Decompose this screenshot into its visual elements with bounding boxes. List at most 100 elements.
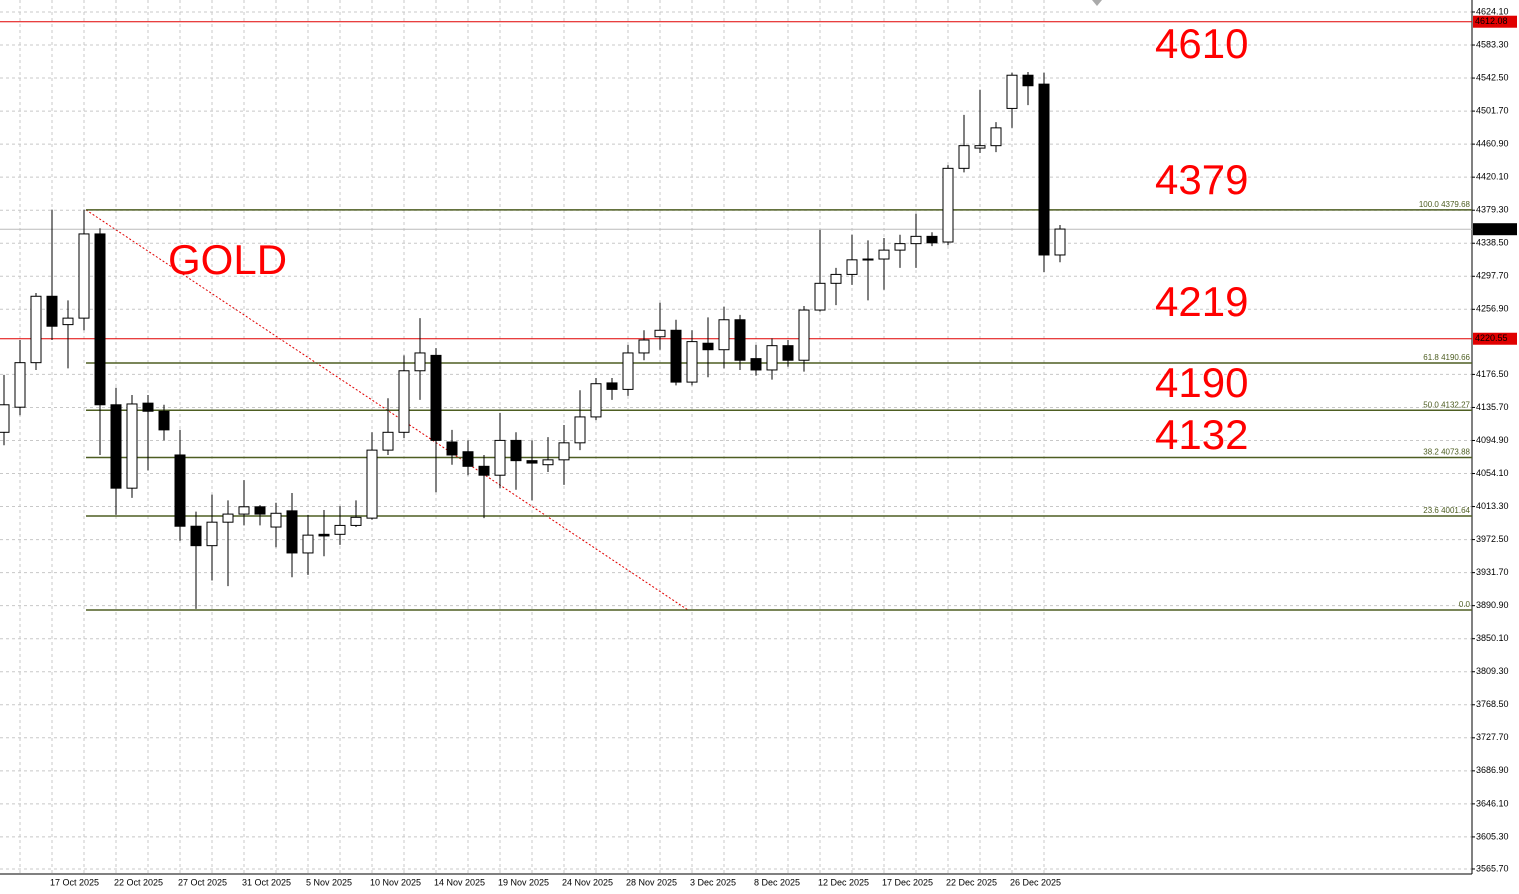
candle-body [1006, 74, 1018, 109]
candle-body [910, 235, 922, 245]
candle-body [142, 402, 154, 412]
candle-body [174, 454, 186, 527]
candle-body [30, 295, 42, 364]
candle-body [526, 460, 538, 464]
candle-body [318, 533, 330, 537]
price-label: 4612.08 [1475, 16, 1508, 26]
y-tick-label: 3768.50 [1476, 699, 1509, 709]
price-label: 4355.83 [1475, 224, 1508, 234]
y-tick-label: 4379.30 [1476, 205, 1509, 215]
y-tick-label: 4460.90 [1476, 139, 1509, 149]
candle-body [798, 309, 810, 361]
candle-body [1022, 74, 1034, 87]
candle-body [766, 345, 778, 371]
candle-body [542, 459, 554, 466]
candle-body [238, 506, 250, 515]
y-tick-label: 3565.70 [1476, 863, 1509, 873]
y-tick-label: 3890.90 [1476, 600, 1509, 610]
candle-body [398, 370, 410, 433]
candle-body [1038, 83, 1050, 256]
y-tick-label: 3850.10 [1476, 633, 1509, 643]
candle-body [382, 431, 394, 451]
y-tick-label: 4013.30 [1476, 501, 1509, 511]
price-label-box [1473, 223, 1517, 236]
y-tick-label: 4583.30 [1476, 39, 1509, 49]
candle-body [110, 404, 122, 489]
candle-body [750, 358, 762, 371]
candle-body [414, 352, 426, 372]
x-tick-label: 24 Nov 2025 [562, 877, 613, 887]
annotation: GOLD [168, 236, 287, 283]
x-tick-label: 14 Nov 2025 [434, 877, 485, 887]
y-tick-label: 4176.50 [1476, 369, 1509, 379]
fib-label: 38.2 4073.88 [1423, 448, 1470, 457]
candle-body [926, 235, 938, 244]
price-label: 4220.55 [1475, 333, 1508, 343]
candle-body [558, 442, 570, 461]
candle-body [782, 345, 794, 361]
annotation: 4379 [1155, 156, 1248, 203]
candle-body [862, 258, 874, 261]
candle-body [622, 352, 634, 390]
candle-body [974, 145, 986, 149]
fib-label: 0.0 [1459, 600, 1471, 609]
candle-body [158, 410, 170, 431]
candle-body [350, 516, 362, 526]
candle-body [958, 145, 970, 169]
shift-marker [1092, 0, 1102, 6]
x-tick-label: 17 Oct 2025 [50, 877, 99, 887]
candle-body [1054, 228, 1066, 256]
candle-body [430, 354, 442, 441]
y-tick-label: 3727.70 [1476, 732, 1509, 742]
x-tick-label: 22 Oct 2025 [114, 877, 163, 887]
price-label-box [1473, 332, 1517, 345]
candle-body [302, 534, 314, 554]
x-tick-label: 12 Dec 2025 [818, 877, 869, 887]
y-tick-label: 4420.10 [1476, 172, 1509, 182]
fib-label: 23.6 4001.64 [1423, 506, 1470, 515]
fib-label: 100.0 4379.68 [1419, 200, 1471, 209]
fib-label: 50.0 4132.27 [1423, 400, 1470, 409]
candle-body [478, 465, 490, 476]
candle-body [270, 512, 282, 528]
candle-body [254, 506, 266, 515]
candle-body [830, 273, 842, 284]
candle-body [670, 329, 682, 383]
y-tick-label: 4501.70 [1476, 105, 1509, 115]
x-tick-label: 26 Dec 2025 [1010, 877, 1061, 887]
candle-body [606, 382, 618, 390]
y-tick-label: 4135.70 [1476, 402, 1509, 412]
x-tick-label: 31 Oct 2025 [242, 877, 291, 887]
y-tick-label: 3972.50 [1476, 534, 1509, 544]
y-tick-label: 4256.90 [1476, 304, 1509, 314]
annotation: 4219 [1155, 278, 1248, 325]
candle-body [94, 233, 106, 406]
x-tick-label: 5 Nov 2025 [306, 877, 352, 887]
x-tick-label: 3 Dec 2025 [690, 877, 736, 887]
candle-body [462, 451, 474, 467]
candle-body [990, 127, 1002, 147]
y-tick-label: 4054.10 [1476, 468, 1509, 478]
y-tick-label: 3931.70 [1476, 567, 1509, 577]
x-tick-label: 27 Oct 2025 [178, 877, 227, 887]
candle-body [62, 317, 74, 326]
x-tick-label: 19 Nov 2025 [498, 877, 549, 887]
candle-body [654, 329, 666, 338]
candle-body [190, 525, 202, 547]
candle-body [78, 233, 90, 319]
x-tick-label: 10 Nov 2025 [370, 877, 421, 887]
x-tick-label: 28 Nov 2025 [626, 877, 677, 887]
candle-body [222, 513, 234, 523]
candle-body [894, 243, 906, 251]
candle-body [366, 449, 378, 519]
annotation: 4132 [1155, 411, 1248, 458]
candle-body [510, 439, 522, 462]
candle-body [286, 510, 298, 554]
candle-body [206, 521, 218, 547]
fib-label: 61.8 4190.66 [1423, 353, 1470, 362]
candle-body [734, 319, 746, 361]
y-tick-label: 4094.90 [1476, 435, 1509, 445]
